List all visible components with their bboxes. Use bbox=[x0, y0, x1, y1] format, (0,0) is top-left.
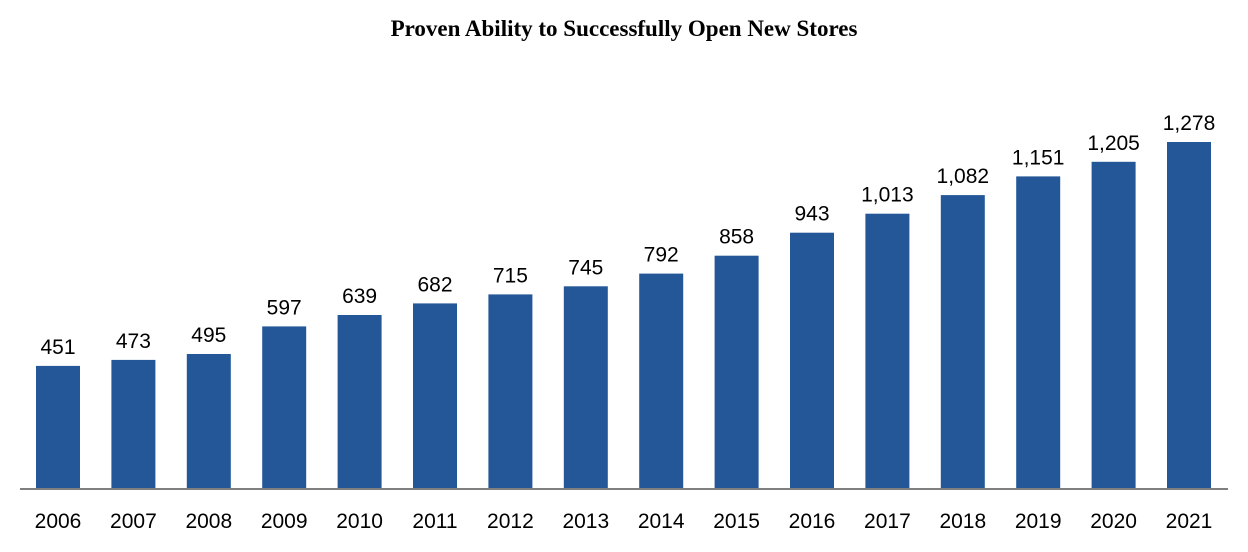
value-label-2013: 745 bbox=[568, 256, 603, 279]
x-tick-label-2013: 2013 bbox=[562, 510, 609, 533]
bar-2019 bbox=[1016, 176, 1061, 488]
x-tick-labels-layer: 2006 2007 2008 2009 2010 2011 2012 2013 2014 2015… bbox=[35, 510, 1213, 533]
value-label-2012: 715 bbox=[493, 264, 528, 287]
bar-2014 bbox=[639, 273, 684, 488]
value-label-2016: 943 bbox=[794, 203, 829, 226]
x-tick-label-2017: 2017 bbox=[864, 510, 911, 533]
value-label-2019: 1,151 bbox=[1012, 146, 1065, 169]
x-tick-label-2006: 2006 bbox=[35, 510, 82, 533]
bar-2012 bbox=[488, 294, 533, 488]
value-label-2017: 1,013 bbox=[861, 184, 914, 207]
value-label-2020: 1,205 bbox=[1087, 132, 1140, 155]
x-tick-label-2012: 2012 bbox=[487, 510, 534, 533]
value-label-2018: 1,082 bbox=[937, 165, 990, 188]
value-label-2008: 495 bbox=[191, 324, 226, 347]
value-label-2010: 639 bbox=[342, 285, 377, 308]
value-label-2007: 473 bbox=[116, 330, 151, 353]
bar-2006 bbox=[36, 365, 80, 488]
x-tick-label-2010: 2010 bbox=[336, 510, 383, 533]
x-tick-label-2019: 2019 bbox=[1015, 510, 1062, 533]
x-tick-label-2016: 2016 bbox=[789, 510, 836, 533]
bar-2011 bbox=[413, 303, 457, 488]
value-label-2011: 682 bbox=[417, 273, 452, 296]
x-tick-label-2014: 2014 bbox=[638, 510, 685, 533]
bars-layer bbox=[36, 142, 1211, 489]
bar-2016 bbox=[790, 232, 834, 488]
x-tick-label-2018: 2018 bbox=[939, 510, 986, 533]
x-tick-label-2020: 2020 bbox=[1090, 510, 1137, 533]
value-label-2021: 1,278 bbox=[1163, 112, 1216, 135]
bar-2008 bbox=[186, 354, 231, 488]
bar-2020 bbox=[1091, 161, 1136, 489]
x-tick-label-2008: 2008 bbox=[185, 510, 232, 533]
value-label-2009: 597 bbox=[267, 296, 302, 319]
x-tick-label-2021: 2021 bbox=[1166, 510, 1213, 533]
x-tick-label-2007: 2007 bbox=[110, 510, 157, 533]
bar-2021 bbox=[1167, 142, 1211, 488]
value-labels-layer: 451 473 495 597 639 682 715 745 792 858 943 1,013 1,… bbox=[40, 112, 1215, 359]
bar-2015 bbox=[714, 255, 759, 488]
value-label-2006: 451 bbox=[40, 336, 75, 359]
x-tick-label-2011: 2011 bbox=[412, 510, 457, 533]
value-label-2015: 858 bbox=[719, 226, 754, 249]
bar-2009 bbox=[262, 326, 307, 488]
bar-2017 bbox=[865, 213, 910, 488]
value-label-2014: 792 bbox=[644, 244, 679, 267]
chart-title: Proven Ability to Successfully Open New … bbox=[390, 16, 858, 41]
x-tick-label-2009: 2009 bbox=[261, 510, 308, 533]
bar-2007 bbox=[111, 359, 156, 488]
bar-2013 bbox=[563, 286, 608, 488]
bar-2018 bbox=[940, 195, 985, 488]
bar-2010 bbox=[337, 315, 382, 488]
x-tick-label-2015: 2015 bbox=[713, 510, 760, 533]
